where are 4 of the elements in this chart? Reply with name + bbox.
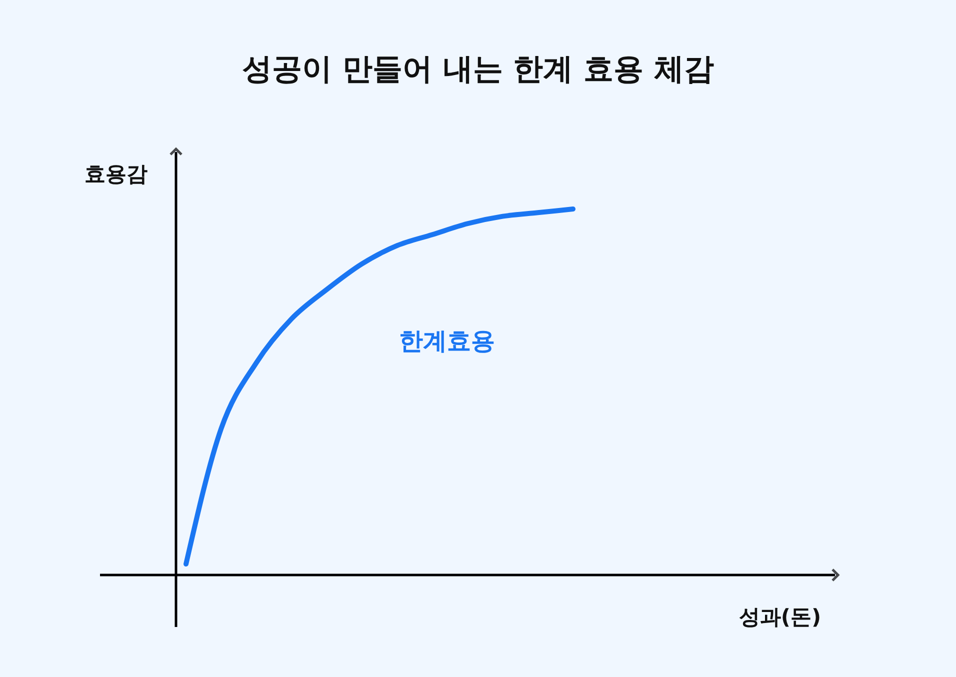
- y-axis-title: 효용감: [84, 162, 148, 186]
- annotation: 한계효용: [399, 327, 495, 355]
- text: 성과(돈): [738, 605, 822, 629]
- chart-title: 성공이 만들어 내는 한계 효용 체감: [242, 52, 714, 87]
